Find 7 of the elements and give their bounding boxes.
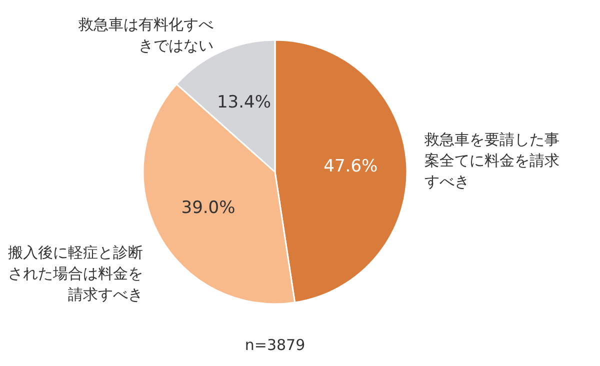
text: n=3879 — [244, 336, 306, 354]
data-label: 39.0% — [181, 198, 236, 218]
slice-label: 救急車を要請した事案全てに料金を請求すべき — [424, 130, 560, 191]
data-label: 13.4% — [216, 92, 271, 113]
slice-label: 救急車は有料化すべきではない — [78, 16, 214, 55]
data-label: 47.6% — [324, 156, 378, 176]
slice-label: 搬入後に軽症と診断された場合は料金を請求すべき — [8, 243, 144, 304]
